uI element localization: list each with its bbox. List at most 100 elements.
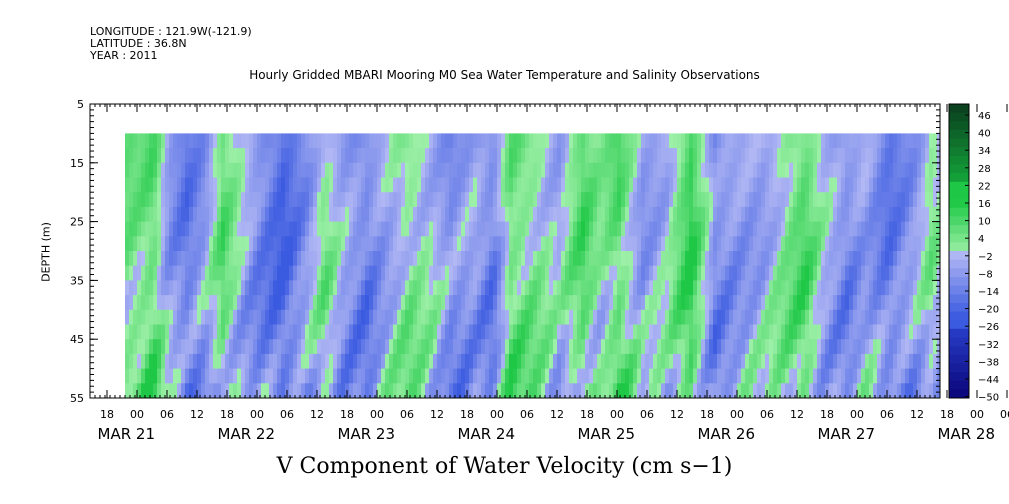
heatmap-cell — [221, 148, 226, 164]
heatmap-cell — [257, 177, 262, 193]
heatmap-cell — [345, 265, 350, 281]
heatmap-cell — [229, 368, 234, 384]
heatmap-cell — [433, 236, 438, 252]
heatmap-cell — [309, 280, 314, 296]
heatmap-cell — [517, 280, 522, 296]
heatmap-cell — [253, 324, 258, 340]
heatmap-cell — [753, 236, 758, 252]
heatmap-cell — [405, 368, 410, 384]
heatmap-cell — [381, 177, 386, 193]
heatmap-cell — [629, 295, 634, 311]
heatmap-cell — [577, 280, 582, 296]
heatmap-cell — [769, 339, 774, 355]
heatmap-cell — [441, 221, 446, 237]
heatmap-cell — [365, 324, 370, 340]
heatmap-cell — [241, 148, 246, 164]
colorbar-swatch — [949, 354, 969, 364]
heatmap-cell — [345, 324, 350, 340]
heatmap-cell — [809, 295, 814, 311]
heatmap-cell — [813, 324, 818, 340]
heatmap-cell — [781, 206, 786, 223]
x-hour-label: 18 — [940, 408, 954, 421]
heatmap-cell — [709, 236, 714, 252]
heatmap-cell — [929, 368, 934, 384]
heatmap-cell — [613, 251, 618, 267]
heatmap-cell — [841, 339, 846, 355]
heatmap-cell — [821, 368, 826, 384]
heatmap-cell — [385, 368, 390, 384]
heatmap-cell — [193, 221, 198, 237]
heatmap-cell — [665, 368, 670, 384]
heatmap-cell — [645, 324, 650, 340]
colorbar-label: 46 — [978, 111, 991, 122]
heatmap-cell — [857, 280, 862, 296]
heatmap-cell — [185, 162, 190, 178]
heatmap-cell — [805, 148, 810, 164]
heatmap-cell — [797, 368, 802, 384]
heatmap-cell — [521, 221, 526, 237]
heatmap-cell — [761, 236, 766, 252]
heatmap-cell — [265, 265, 270, 281]
heatmap-cell — [577, 133, 582, 149]
heatmap-cell — [485, 236, 490, 252]
heatmap-cell — [389, 265, 394, 281]
heatmap-cell — [725, 353, 730, 370]
heatmap-cell — [557, 192, 562, 208]
heatmap-cell — [289, 309, 294, 325]
heatmap-cell — [505, 221, 510, 237]
heatmap-cell — [305, 324, 310, 340]
heatmap-cell — [365, 192, 370, 208]
heatmap-cell — [133, 309, 138, 325]
heatmap-cell — [361, 192, 366, 208]
heatmap-cell — [321, 339, 326, 355]
heatmap-cell — [685, 206, 690, 223]
heatmap-cell — [341, 236, 346, 252]
heatmap-cell — [233, 309, 238, 325]
heatmap-cell — [801, 295, 806, 311]
heatmap-cell — [393, 206, 398, 223]
heatmap-cell — [653, 309, 658, 325]
heatmap-cell — [853, 368, 858, 384]
heatmap-cell — [429, 221, 434, 237]
heatmap-cell — [317, 295, 322, 311]
heatmap-cell — [605, 324, 610, 340]
heatmap-cell — [885, 339, 890, 355]
heatmap-cell — [321, 236, 326, 252]
heatmap-cell — [701, 236, 706, 252]
heatmap-cell — [349, 221, 354, 237]
heatmap-cell — [153, 206, 158, 223]
heatmap-cell — [705, 162, 710, 178]
heatmap-cell — [337, 295, 342, 311]
heatmap-cell — [781, 221, 786, 237]
heatmap-cell — [261, 236, 266, 252]
heatmap-cell — [333, 192, 338, 208]
heatmap-cell — [549, 192, 554, 208]
heatmap-cell — [741, 148, 746, 164]
heatmap-cell — [305, 162, 310, 178]
heatmap-cell — [201, 236, 206, 252]
heatmap-cell — [457, 148, 462, 164]
heatmap-cell — [269, 383, 274, 398]
colorbar-swatch — [949, 138, 969, 148]
heatmap-cell — [717, 353, 722, 370]
heatmap-cell — [813, 295, 818, 311]
heatmap-cell — [169, 309, 174, 325]
heatmap-cell — [261, 177, 266, 193]
heatmap-cell — [253, 133, 258, 149]
heatmap-cell — [841, 251, 846, 267]
heatmap-cell — [773, 177, 778, 193]
heatmap-cell — [905, 265, 910, 281]
heatmap-cell — [765, 251, 770, 267]
heatmap-cell — [729, 339, 734, 355]
heatmap-cell — [689, 162, 694, 178]
heatmap-cell — [461, 353, 466, 370]
heatmap-cell — [397, 133, 402, 149]
heatmap-cell — [633, 162, 638, 178]
heatmap-cell — [609, 221, 614, 237]
heatmap-cell — [697, 295, 702, 311]
heatmap-cell — [525, 309, 530, 325]
heatmap-cell — [129, 339, 134, 355]
heatmap-cell — [521, 206, 526, 223]
heatmap-cell — [245, 280, 250, 296]
heatmap-cell — [821, 192, 826, 208]
